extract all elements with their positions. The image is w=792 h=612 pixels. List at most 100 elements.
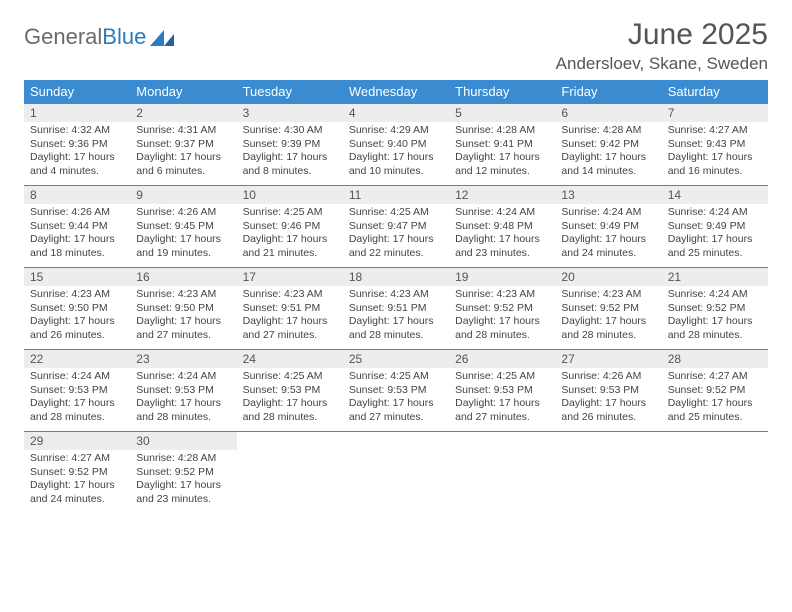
day-body: Sunrise: 4:24 AMSunset: 9:49 PMDaylight:…	[662, 204, 768, 265]
location: Andersloev, Skane, Sweden	[556, 54, 768, 74]
sunset-line: Sunset: 9:52 PM	[561, 302, 655, 316]
calendar-cell: 8Sunrise: 4:26 AMSunset: 9:44 PMDaylight…	[24, 186, 130, 268]
day-body: Sunrise: 4:23 AMSunset: 9:50 PMDaylight:…	[130, 286, 236, 347]
day-body: Sunrise: 4:27 AMSunset: 9:52 PMDaylight:…	[24, 450, 130, 511]
sunset-line: Sunset: 9:39 PM	[243, 138, 337, 152]
day-number: 24	[237, 350, 343, 368]
daylight-line: Daylight: 17 hours and 6 minutes.	[136, 151, 230, 178]
day-body: Sunrise: 4:23 AMSunset: 9:51 PMDaylight:…	[237, 286, 343, 347]
calendar-cell: 29Sunrise: 4:27 AMSunset: 9:52 PMDayligh…	[24, 432, 130, 514]
sunrise-line: Sunrise: 4:24 AM	[561, 206, 655, 220]
daylight-line: Daylight: 17 hours and 21 minutes.	[243, 233, 337, 260]
calendar-cell: 28Sunrise: 4:27 AMSunset: 9:52 PMDayligh…	[662, 350, 768, 432]
sunrise-line: Sunrise: 4:23 AM	[243, 288, 337, 302]
day-number: 16	[130, 268, 236, 286]
sunset-line: Sunset: 9:52 PM	[136, 466, 230, 480]
day-number: 10	[237, 186, 343, 204]
sunrise-line: Sunrise: 4:29 AM	[349, 124, 443, 138]
daylight-line: Daylight: 17 hours and 24 minutes.	[561, 233, 655, 260]
day-number: 20	[555, 268, 661, 286]
day-body: Sunrise: 4:31 AMSunset: 9:37 PMDaylight:…	[130, 122, 236, 183]
sunrise-line: Sunrise: 4:23 AM	[455, 288, 549, 302]
sunset-line: Sunset: 9:52 PM	[668, 302, 762, 316]
weekday-header: Sunday	[24, 80, 130, 104]
sunset-line: Sunset: 9:53 PM	[243, 384, 337, 398]
day-number: 26	[449, 350, 555, 368]
daylight-line: Daylight: 17 hours and 27 minutes.	[136, 315, 230, 342]
sunrise-line: Sunrise: 4:26 AM	[30, 206, 124, 220]
daylight-line: Daylight: 17 hours and 10 minutes.	[349, 151, 443, 178]
day-body: Sunrise: 4:29 AMSunset: 9:40 PMDaylight:…	[343, 122, 449, 183]
sunset-line: Sunset: 9:53 PM	[30, 384, 124, 398]
day-number: 29	[24, 432, 130, 450]
daylight-line: Daylight: 17 hours and 25 minutes.	[668, 397, 762, 424]
calendar-cell	[449, 432, 555, 514]
calendar-cell	[237, 432, 343, 514]
day-body: Sunrise: 4:27 AMSunset: 9:43 PMDaylight:…	[662, 122, 768, 183]
daylight-line: Daylight: 17 hours and 8 minutes.	[243, 151, 337, 178]
calendar-row: 22Sunrise: 4:24 AMSunset: 9:53 PMDayligh…	[24, 350, 768, 432]
calendar-cell: 25Sunrise: 4:25 AMSunset: 9:53 PMDayligh…	[343, 350, 449, 432]
day-body: Sunrise: 4:25 AMSunset: 9:53 PMDaylight:…	[449, 368, 555, 429]
day-body: Sunrise: 4:24 AMSunset: 9:52 PMDaylight:…	[662, 286, 768, 347]
sunrise-line: Sunrise: 4:31 AM	[136, 124, 230, 138]
day-number: 22	[24, 350, 130, 368]
calendar-cell: 11Sunrise: 4:25 AMSunset: 9:47 PMDayligh…	[343, 186, 449, 268]
header: GeneralBlue June 2025 Andersloev, Skane,…	[24, 18, 768, 74]
sunrise-line: Sunrise: 4:24 AM	[455, 206, 549, 220]
logo: GeneralBlue	[24, 18, 176, 50]
daylight-line: Daylight: 17 hours and 24 minutes.	[30, 479, 124, 506]
sunrise-line: Sunrise: 4:26 AM	[561, 370, 655, 384]
sunset-line: Sunset: 9:50 PM	[30, 302, 124, 316]
month-title: June 2025	[556, 18, 768, 52]
calendar-cell: 30Sunrise: 4:28 AMSunset: 9:52 PMDayligh…	[130, 432, 236, 514]
weekday-header: Saturday	[662, 80, 768, 104]
calendar-cell: 15Sunrise: 4:23 AMSunset: 9:50 PMDayligh…	[24, 268, 130, 350]
sunrise-line: Sunrise: 4:25 AM	[349, 206, 443, 220]
calendar-cell: 26Sunrise: 4:25 AMSunset: 9:53 PMDayligh…	[449, 350, 555, 432]
sunrise-line: Sunrise: 4:28 AM	[455, 124, 549, 138]
daylight-line: Daylight: 17 hours and 27 minutes.	[349, 397, 443, 424]
sunrise-line: Sunrise: 4:27 AM	[668, 370, 762, 384]
logo-text-2: Blue	[102, 24, 146, 50]
sunset-line: Sunset: 9:40 PM	[349, 138, 443, 152]
calendar-cell: 5Sunrise: 4:28 AMSunset: 9:41 PMDaylight…	[449, 104, 555, 186]
sunrise-line: Sunrise: 4:26 AM	[136, 206, 230, 220]
day-body: Sunrise: 4:30 AMSunset: 9:39 PMDaylight:…	[237, 122, 343, 183]
daylight-line: Daylight: 17 hours and 14 minutes.	[561, 151, 655, 178]
sunset-line: Sunset: 9:51 PM	[243, 302, 337, 316]
day-number: 4	[343, 104, 449, 122]
weekday-header: Friday	[555, 80, 661, 104]
calendar-cell: 27Sunrise: 4:26 AMSunset: 9:53 PMDayligh…	[555, 350, 661, 432]
calendar-cell: 10Sunrise: 4:25 AMSunset: 9:46 PMDayligh…	[237, 186, 343, 268]
day-number: 25	[343, 350, 449, 368]
sunset-line: Sunset: 9:53 PM	[136, 384, 230, 398]
day-number: 28	[662, 350, 768, 368]
calendar-cell: 14Sunrise: 4:24 AMSunset: 9:49 PMDayligh…	[662, 186, 768, 268]
day-body: Sunrise: 4:28 AMSunset: 9:42 PMDaylight:…	[555, 122, 661, 183]
day-number: 9	[130, 186, 236, 204]
day-body: Sunrise: 4:24 AMSunset: 9:48 PMDaylight:…	[449, 204, 555, 265]
calendar-cell: 19Sunrise: 4:23 AMSunset: 9:52 PMDayligh…	[449, 268, 555, 350]
sunrise-line: Sunrise: 4:24 AM	[30, 370, 124, 384]
day-number: 5	[449, 104, 555, 122]
calendar-row: 29Sunrise: 4:27 AMSunset: 9:52 PMDayligh…	[24, 432, 768, 514]
sunset-line: Sunset: 9:51 PM	[349, 302, 443, 316]
sunrise-line: Sunrise: 4:28 AM	[561, 124, 655, 138]
logo-icon	[150, 28, 176, 46]
day-body: Sunrise: 4:23 AMSunset: 9:52 PMDaylight:…	[555, 286, 661, 347]
calendar-row: 15Sunrise: 4:23 AMSunset: 9:50 PMDayligh…	[24, 268, 768, 350]
sunrise-line: Sunrise: 4:25 AM	[243, 370, 337, 384]
sunrise-line: Sunrise: 4:32 AM	[30, 124, 124, 138]
day-number: 21	[662, 268, 768, 286]
sunset-line: Sunset: 9:37 PM	[136, 138, 230, 152]
day-body: Sunrise: 4:24 AMSunset: 9:53 PMDaylight:…	[130, 368, 236, 429]
sunset-line: Sunset: 9:47 PM	[349, 220, 443, 234]
logo-text-1: General	[24, 24, 102, 50]
daylight-line: Daylight: 17 hours and 26 minutes.	[30, 315, 124, 342]
daylight-line: Daylight: 17 hours and 28 minutes.	[561, 315, 655, 342]
daylight-line: Daylight: 17 hours and 27 minutes.	[455, 397, 549, 424]
daylight-line: Daylight: 17 hours and 19 minutes.	[136, 233, 230, 260]
day-number: 3	[237, 104, 343, 122]
sunrise-line: Sunrise: 4:25 AM	[243, 206, 337, 220]
